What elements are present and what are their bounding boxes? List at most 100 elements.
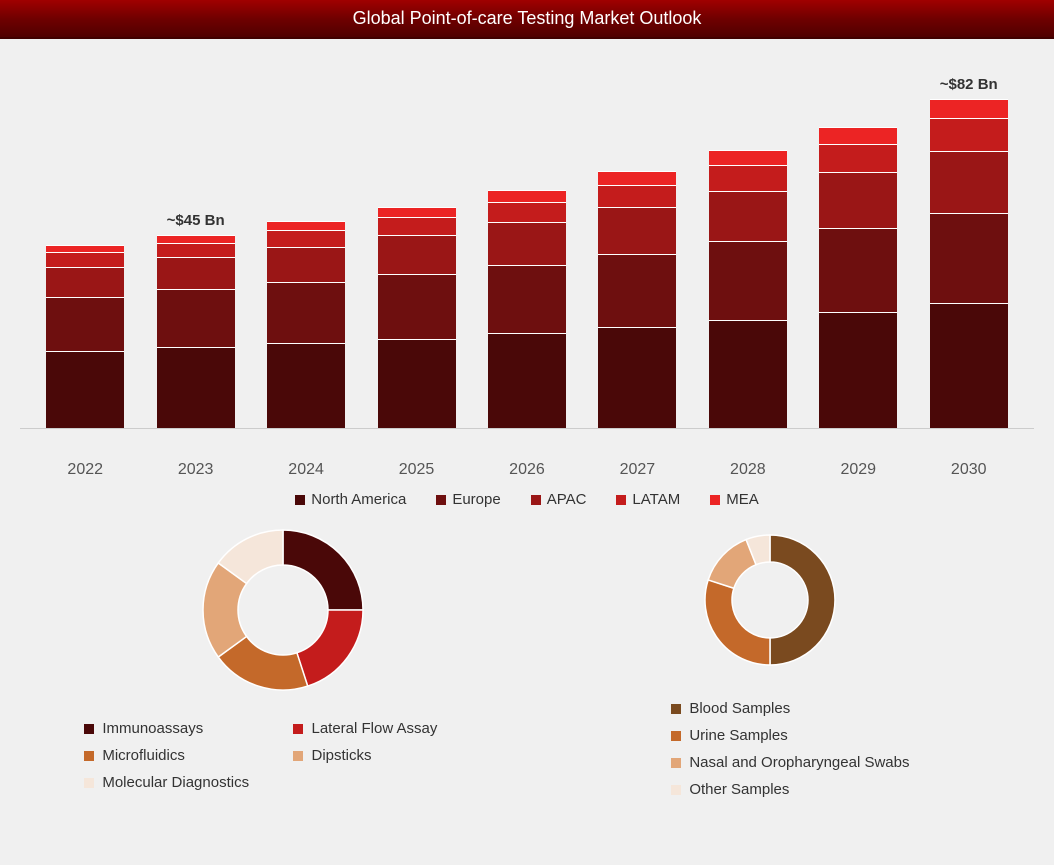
bar-group [361,207,471,428]
donut-right-legend: Blood Samples Urine Samples Nasal and Orop… [551,700,989,798]
bar-segment [709,241,787,319]
bar-segment [930,118,1008,150]
bar-segment [709,320,787,428]
bar-chart-x-axis: 202220232024202520262027202820292030 [0,449,1054,479]
bar-segment [157,235,235,244]
bar-chart-bars: ~$45 Bn ~$82 Bn [20,59,1034,429]
legend-swatch [671,785,681,795]
legend-swatch [671,731,681,741]
legend-label: MEA [726,491,759,508]
donut-slice [283,530,363,610]
legend-swatch [671,758,681,768]
x-axis-label: 2026 [472,461,582,479]
bar-segment [930,99,1008,118]
bar-segment [488,202,566,223]
stacked-bar [819,127,897,428]
bar-group [693,150,803,428]
bar-segment [709,150,787,165]
bar-segment [819,144,897,172]
stacked-bar [598,171,676,428]
legend-label: Microfluidics [102,747,185,764]
legend-item: Dipsticks [293,747,482,764]
legend-label: LATAM [632,491,680,508]
legend-swatch [293,751,303,761]
legend-label: Dipsticks [311,747,371,764]
bar-segment [598,207,676,253]
bar-segment [819,127,897,144]
bar-segment [46,267,124,297]
bar-segment [819,312,897,428]
bar-segment [378,217,456,235]
x-axis-label: 2022 [30,461,140,479]
legend-swatch [84,724,94,734]
legend-label: Lateral Flow Assay [311,720,437,737]
bar-segment [157,257,235,289]
legend-label: Urine Samples [689,727,787,744]
bar-group [582,171,692,428]
bar-segment [267,282,345,343]
legend-item: Immunoassays [84,720,273,737]
bar-segment [598,185,676,208]
legend-item: Microfluidics [84,747,273,764]
legend-swatch [295,495,305,505]
bar-segment [46,351,124,428]
bar-segment [378,339,456,428]
bar-chart-area: ~$45 Bn ~$82 Bn [0,39,1054,449]
legend-swatch [531,495,541,505]
bar-segment [488,265,566,334]
bar-segment [157,243,235,257]
legend-swatch [293,724,303,734]
bar-segment [819,172,897,228]
legend-item: Urine Samples [671,727,969,744]
legend-item: Blood Samples [671,700,969,717]
legend-item: Other Samples [671,781,969,798]
legend-swatch [710,495,720,505]
bar-group [472,190,582,428]
bar-group: ~$45 Bn [140,235,250,428]
x-axis-label: 2028 [693,461,803,479]
stacked-bar [930,99,1008,428]
legend-item: Nasal and Oropharyngeal Swabs [671,754,969,771]
x-axis-label: 2029 [803,461,913,479]
x-axis-label: 2027 [582,461,692,479]
bar-segment [930,213,1008,303]
donut-right-block: Blood Samples Urine Samples Nasal and Orop… [551,520,989,798]
x-axis-label: 2024 [251,461,361,479]
legend-label: Europe [452,491,500,508]
legend-label: Blood Samples [689,700,790,717]
bar-group [803,127,913,428]
legend-swatch [671,704,681,714]
bar-segment [598,327,676,428]
bar-chart-legend: North AmericaEuropeAPACLATAMMEA [0,479,1054,520]
donut-left-chart [193,520,373,700]
legend-item: Europe [436,491,500,508]
bar-annotation: ~$45 Bn [167,212,225,229]
bar-segment [267,230,345,246]
bar-segment [488,190,566,202]
stacked-bar [378,207,456,428]
donut-row: Immunoassays Lateral Flow Assay Microfluid… [0,520,1054,798]
bar-annotation: ~$82 Bn [940,76,998,93]
chart-title: Global Point-of-care Testing Market Outl… [0,0,1054,39]
bar-group [30,245,140,428]
bar-segment [157,289,235,347]
bar-segment [378,274,456,339]
bar-segment [488,222,566,264]
stacked-bar [709,150,787,428]
donut-left-legend: Immunoassays Lateral Flow Assay Microfluid… [64,720,502,791]
legend-item: LATAM [616,491,680,508]
x-axis-label: 2025 [361,461,471,479]
bar-segment [709,191,787,242]
bar-segment [598,254,676,327]
stacked-bar [157,235,235,428]
donut-left-block: Immunoassays Lateral Flow Assay Microfluid… [64,520,502,798]
legend-label: APAC [547,491,587,508]
bar-group: ~$82 Bn [914,99,1024,428]
bar-segment [378,235,456,274]
bar-segment [488,333,566,428]
bar-segment [46,297,124,351]
bar-segment [709,165,787,190]
legend-label: Molecular Diagnostics [102,774,249,791]
bar-segment [819,228,897,312]
bar-group [251,221,361,428]
